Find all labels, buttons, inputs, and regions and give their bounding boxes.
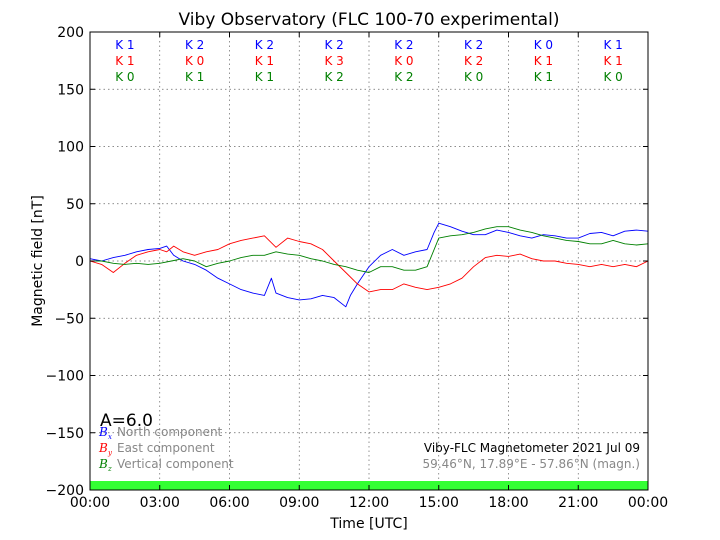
- k-index-label: K 1: [255, 70, 274, 84]
- k-index-label: K 1: [534, 54, 553, 68]
- k-index-label: K 2: [394, 70, 413, 84]
- k-index-label: K 1: [115, 38, 134, 52]
- y-tick-label: −150: [46, 426, 84, 442]
- info-line-1: Viby-FLC Magnetometer 2021 Jul 09: [424, 441, 640, 455]
- k-index-label: K 1: [603, 54, 622, 68]
- legend-label: Vertical component: [117, 457, 234, 471]
- x-tick-label: 00:00: [70, 495, 110, 511]
- k-index-label: K 2: [464, 38, 483, 52]
- legend-symbol: B: [98, 425, 108, 439]
- legend-label: North component: [117, 425, 223, 439]
- k-index-table: K 1 K 2 K 2 K 2 K 2 K 2 K 0 K 1 K 1 K 0 K 1 K 3 K 0 K…: [115, 38, 623, 84]
- x-tick-label: 06:00: [209, 495, 249, 511]
- k-index-label: K 1: [185, 70, 204, 84]
- k-index-label: K 1: [603, 38, 622, 52]
- x-tick-label: 09:00: [279, 495, 319, 511]
- x-tick-label: 18:00: [488, 495, 528, 511]
- k-index-label: K 2: [394, 38, 413, 52]
- k-index-label: K 1: [115, 54, 134, 68]
- x-tick-label: 21:00: [558, 495, 598, 511]
- x-tick-label: 12:00: [349, 495, 389, 511]
- k-index-label: K 2: [464, 54, 483, 68]
- y-tick-labels: 200 150 100 50 0 −50 −100 −150 −200: [46, 25, 84, 499]
- k-index-label: K 0: [115, 70, 134, 84]
- legend-subscript: x: [108, 433, 112, 441]
- k-index-label: K 2: [324, 70, 343, 84]
- k-index-label: K 0: [394, 54, 413, 68]
- legend-symbol: B: [98, 441, 108, 455]
- x-tick-label: 03:00: [140, 495, 180, 511]
- x-tick-labels: 00:00 03:00 06:00 09:00 12:00 15:00 18:00 21:00…: [70, 495, 668, 511]
- y-axis-label: Magnetic field [nT]: [30, 195, 46, 327]
- legend-label: East component: [117, 441, 215, 455]
- legend-subscript: y: [107, 449, 113, 457]
- legend-subscript: z: [107, 465, 112, 473]
- y-tick-label: −200: [46, 483, 84, 499]
- series-line-3: [90, 226, 649, 273]
- k-index-label: K 1: [255, 54, 274, 68]
- axis-ticks: [89, 31, 649, 491]
- k-index-label: K 0: [464, 70, 483, 84]
- legend-symbol: B: [98, 457, 108, 471]
- k-index-label: K 0: [534, 38, 553, 52]
- series-line-2: [89, 235, 649, 293]
- y-tick-label: 50: [66, 197, 84, 213]
- chart-title: Viby Observatory (FLC 100-70 experimenta…: [179, 10, 560, 30]
- y-tick-label: 150: [57, 82, 84, 98]
- k-index-label: K 2: [185, 38, 204, 52]
- y-tick-label: 0: [75, 254, 84, 270]
- y-tick-label: −100: [46, 369, 84, 385]
- data-series: [89, 222, 649, 308]
- x-tick-label: 00:00: [628, 495, 668, 511]
- x-axis-label: Time [UTC]: [329, 516, 407, 532]
- k-index-label: K 2: [255, 38, 274, 52]
- y-tick-label: 100: [57, 140, 84, 156]
- k-index-label: K 2: [324, 38, 343, 52]
- k-index-label: K 0: [603, 70, 622, 84]
- k-index-label: K 1: [534, 70, 553, 84]
- k-index-label: K 3: [324, 54, 343, 68]
- y-tick-label: 200: [57, 25, 84, 41]
- a-index: A=6.0: [100, 411, 153, 431]
- y-tick-label: −50: [54, 311, 84, 327]
- info-line-2: 59.46°N, 17.89°E - 57.86°N (magn.): [423, 457, 640, 471]
- x-tick-label: 15:00: [419, 495, 459, 511]
- k-index-label: K 0: [185, 54, 204, 68]
